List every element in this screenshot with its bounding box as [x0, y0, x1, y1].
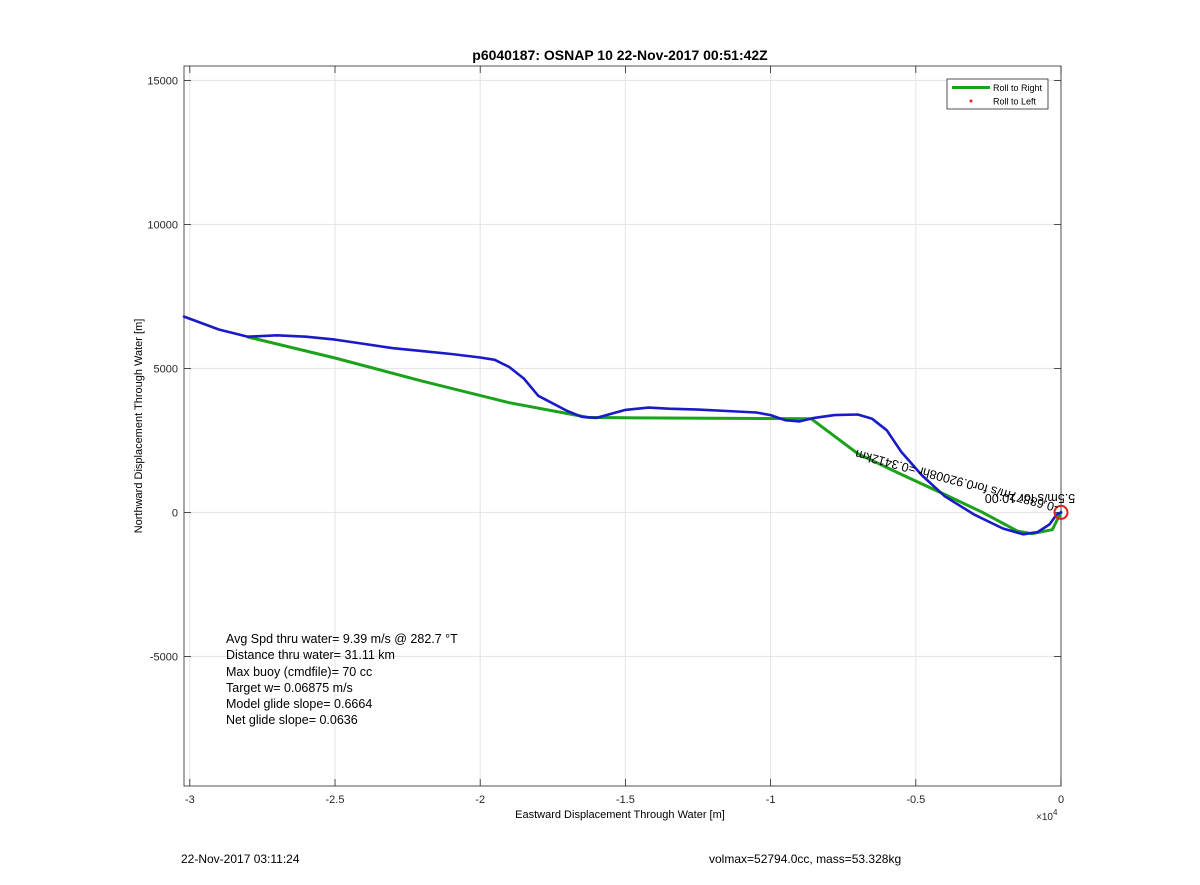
legend: Roll to Right Roll to Left — [946, 78, 1049, 110]
start-marker — [1053, 504, 1069, 520]
stat-model-glide: Model glide slope= 0.6664 — [226, 697, 373, 712]
axes-box — [183, 65, 1062, 787]
y-tick-label: 10000 — [147, 219, 178, 231]
x-tick-label: -2 — [475, 794, 485, 806]
x-tick-label: 0 — [1058, 794, 1064, 806]
x-multiplier-exponent: 4 — [1053, 808, 1058, 817]
stat-distance: Distance thru water= 31.11 km — [226, 648, 395, 663]
chart-title: p6040187: OSNAP 10 22-Nov-2017 00:51:42Z — [472, 47, 768, 63]
x-multiplier-base: 10 — [1042, 812, 1054, 823]
legend-label-roll-right: Roll to Right — [993, 83, 1043, 93]
x-tick-label: -1 — [766, 794, 776, 806]
x-tick-label: -1.5 — [616, 794, 635, 806]
stat-target-w: Target w= 0.06875 m/s — [226, 680, 353, 695]
y-tick-label: 15000 — [147, 75, 178, 87]
x-tick-label: -3 — [185, 794, 195, 806]
y-tick-label: -5000 — [150, 651, 178, 663]
plot-area — [184, 66, 1061, 786]
y-axis-label: Northward Displacement Through Water [m] — [133, 319, 145, 534]
footer-timestamp: 22-Nov-2017 03:11:24 — [181, 852, 300, 866]
series-track-line — [182, 315, 1063, 536]
x-axis-label: Eastward Displacement Through Water [m] — [515, 809, 725, 821]
ticks: -3 -2.5 -2 -1.5 -1 -0.5 0 -5000 0 5000 10000 15000 — [147, 66, 1064, 806]
x-multiplier-prefix: × — [1036, 812, 1042, 823]
x-tick-label: -2.5 — [326, 794, 345, 806]
x-multiplier: ×104 — [1036, 808, 1058, 823]
legend-swatch-roll-left — [969, 99, 973, 103]
footer-volmax-mass: volmax=52794.0cc, mass=53.328kg — [709, 852, 902, 866]
legend-box — [946, 78, 1049, 110]
stat-max-buoy: Max buoy (cmdfile)= 70 cc — [226, 664, 373, 679]
grid — [184, 66, 1062, 786]
stats-block: Avg Spd thru water= 9.39 m/s @ 282.7 °T … — [226, 631, 458, 729]
x-tick-label: -0.5 — [906, 794, 925, 806]
y-tick-label: 5000 — [154, 363, 178, 375]
overlap-annotation: 5.5m/s for 10:00 — [985, 491, 1075, 505]
y-tick-label: 0 — [172, 507, 178, 519]
series — [182, 315, 1069, 536]
legend-label-roll-left: Roll to Left — [993, 97, 1037, 107]
stat-avg-speed: Avg Spd thru water= 9.39 m/s @ 282.7 °T — [226, 632, 458, 646]
stat-net-glide: Net glide slope= 0.0636 — [226, 713, 358, 728]
